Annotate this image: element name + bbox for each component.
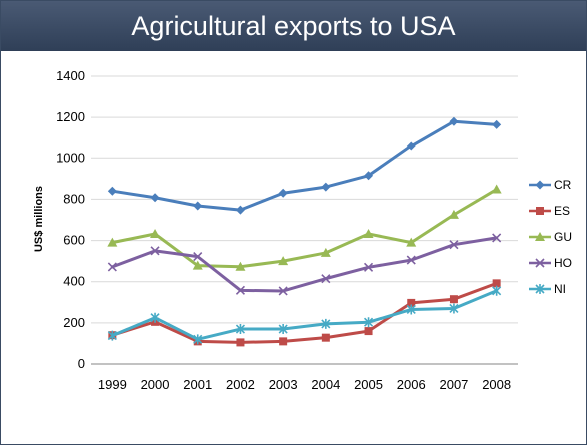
legend-item-cr: CR [529,178,572,192]
x-tick-label: 2006 [397,377,426,392]
data-point [150,228,161,238]
legend-label: GU [554,230,572,244]
data-point [321,274,331,284]
chart-legend: CR ES GU HO NI [529,178,572,296]
legend-item-ni: NI [529,282,566,296]
data-point [193,201,203,211]
legend-label: CR [554,178,572,192]
legend-label: NI [554,282,566,296]
y-tick-label: 600 [63,233,85,248]
data-point [278,324,288,335]
data-point [492,279,501,288]
x-tick-label: 1999 [98,377,127,392]
series-es [108,279,501,347]
y-axis-label: US$ millions [33,186,45,252]
data-point [492,233,502,243]
x-axis-ticks: 1999 2000 2001 2002 2003 2004 2005 2006 2007 2008 [98,377,511,392]
legend-item-gu: GU [529,230,572,244]
data-point [448,209,459,219]
data-point [406,255,416,265]
legend-item-ho: HO [529,256,572,270]
x-tick-label: 2004 [311,377,340,392]
data-point [406,304,416,315]
x-tick-label: 2003 [269,377,298,392]
x-tick-label: 2000 [141,377,170,392]
data-point [363,317,374,328]
data-point [320,247,331,257]
x-tick-label: 2005 [354,377,383,392]
data-point [449,303,459,314]
legend-marker [535,180,545,190]
data-point [278,286,288,296]
data-point [278,256,289,266]
series-line [110,236,499,293]
data-point [107,237,118,247]
data-point [107,262,117,272]
data-point [192,260,203,270]
data-point [321,333,330,342]
y-tick-label: 200 [63,315,85,330]
series-ni [107,285,502,345]
data-point [449,116,459,126]
data-point [491,184,502,194]
slide-title: Agricultural exports to USA [1,1,586,51]
x-tick-label: 2008 [482,377,511,392]
data-point [364,171,374,181]
data-point [407,298,416,307]
data-point [107,186,117,196]
data-point [235,261,246,271]
data-point [107,330,117,341]
x-tick-label: 2001 [183,377,212,392]
y-tick-label: 0 [78,356,85,371]
y-axis-ticks: 0 200 400 600 800 1000 1200 1400 [56,68,85,371]
data-point [363,228,374,238]
legend-marker [535,232,545,241]
data-point [492,119,502,129]
y-tick-label: 800 [63,191,85,206]
series-ho [107,233,502,296]
data-point [150,246,160,256]
series-cr [107,116,502,215]
data-point [279,337,288,346]
legend-label: ES [554,204,570,218]
legend-marker [535,258,545,268]
data-point [150,312,160,323]
series-line [110,281,499,344]
data-point [235,205,245,215]
legend-marker [536,207,544,215]
y-tick-label: 400 [63,274,85,289]
chart-series [107,116,502,347]
legend-item-es: ES [529,204,570,218]
series-line [110,188,499,269]
data-point [449,240,459,250]
data-point [235,324,246,335]
data-point [492,285,502,296]
y-tick-label: 1200 [56,109,85,124]
data-point [449,295,458,304]
data-point [235,285,246,295]
data-point [150,193,160,203]
data-point [278,188,288,198]
data-point [321,318,331,329]
y-tick-label: 1400 [56,68,85,83]
x-tick-label: 2007 [439,377,468,392]
data-point [236,338,245,347]
series-line [110,289,499,341]
legend-marker [535,284,545,294]
series-gu [107,184,502,271]
x-tick-label: 2002 [226,377,255,392]
data-point [193,334,203,345]
data-point [363,262,374,272]
legend-label: HO [554,256,572,270]
data-point [321,182,331,192]
data-point [406,237,417,247]
y-tick-label: 1000 [56,150,85,165]
data-point [364,327,373,336]
data-point [406,141,416,151]
series-line [110,119,499,212]
data-point [193,252,203,262]
